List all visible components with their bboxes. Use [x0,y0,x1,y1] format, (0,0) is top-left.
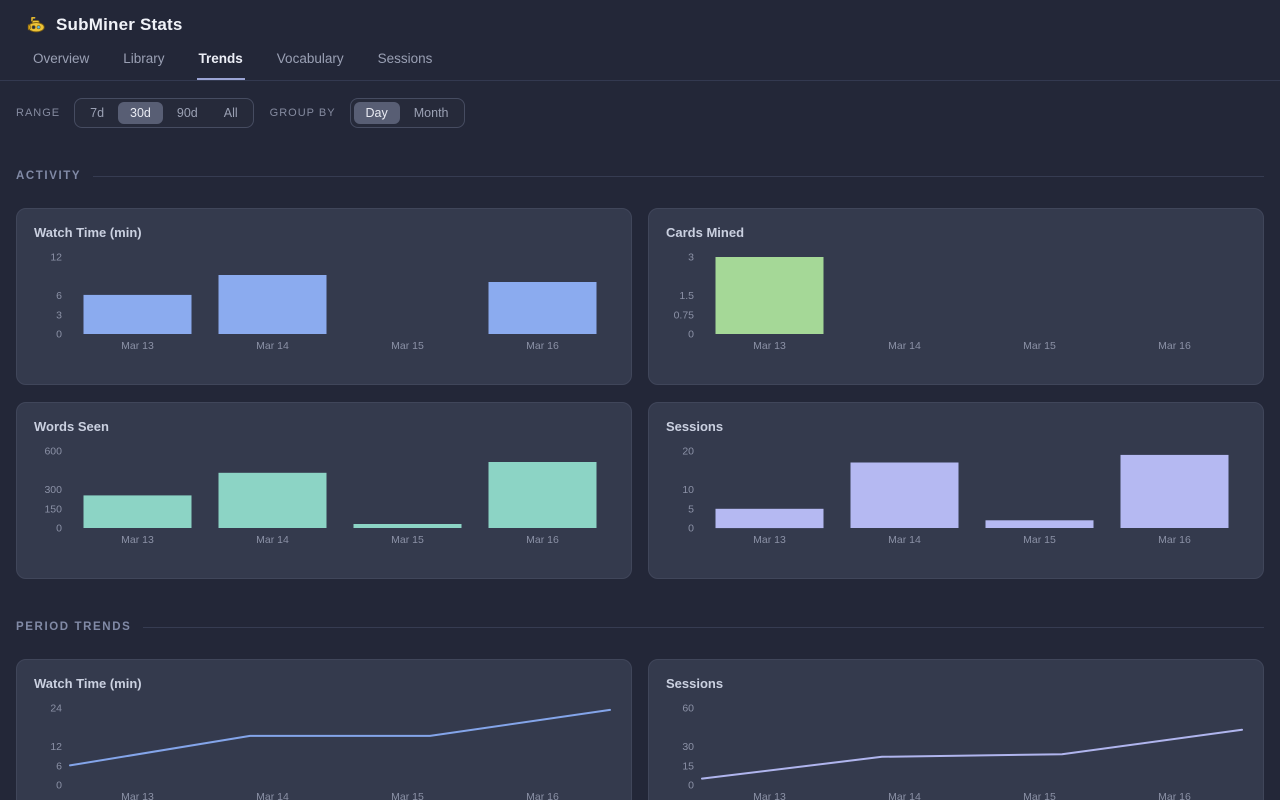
chart-title: Sessions [666,419,724,434]
filter-controls: Range 7d 30d 90d All Group by Day Month [0,81,1280,128]
range-option-90d[interactable]: 90d [165,102,210,124]
group-by-segmented-control: Day Month [349,98,465,128]
svg-text:Mar 15: Mar 15 [391,340,424,352]
svg-text:Mar 15: Mar 15 [1023,791,1056,800]
svg-text:Mar 14: Mar 14 [888,791,921,800]
period-trends-card-grid: Watch Time (min) 24 12 6 0 Mar 13 Mar 14 Mar 1… [0,659,1280,800]
svg-text:6: 6 [56,290,62,302]
tab-vocabulary[interactable]: Vocabulary [276,51,344,66]
chart-title: Cards Mined [666,225,745,240]
svg-text:Mar 13: Mar 13 [753,340,786,352]
svg-text:20: 20 [682,446,694,458]
chart-title: Watch Time (min) [34,676,142,691]
range-label: Range [16,107,61,119]
chart-title: Words Seen [34,419,109,434]
main-tabbar: Overview Library Trends Vocabulary Sessi… [0,37,1280,81]
svg-text:Mar 16: Mar 16 [526,534,559,546]
svg-text:10: 10 [682,484,694,496]
range-segmented-control: 7d 30d 90d All [74,98,254,128]
svg-text:600: 600 [44,446,62,458]
section-divider [143,626,1264,628]
svg-text:Mar 16: Mar 16 [1158,791,1191,800]
svg-text:3: 3 [688,252,694,264]
svg-text:6: 6 [56,760,62,772]
words-seen-bar-card: Words Seen 600 300 150 0 Mar 13 Mar 14 Mar 15 M… [16,402,632,579]
svg-text:0: 0 [56,329,62,341]
svg-text:Mar 16: Mar 16 [1158,534,1191,546]
svg-text:5: 5 [688,503,694,515]
svg-text:30: 30 [682,741,694,753]
svg-text:0: 0 [56,780,62,792]
watch-time-line-card: Watch Time (min) 24 12 6 0 Mar 13 Mar 14 Mar 1… [16,659,632,800]
svg-text:Mar 16: Mar 16 [526,340,559,352]
group-by-option-month[interactable]: Month [402,102,461,124]
cards-mined-bar-chart: 3 1.5 0.75 0 Mar 13 Mar 14 Mar 15 Mar 16 [666,249,1244,357]
svg-text:12: 12 [50,252,62,264]
group-by-label: Group by [269,107,336,119]
svg-text:Mar 15: Mar 15 [1023,534,1056,546]
svg-text:300: 300 [44,484,62,496]
svg-text:Mar 14: Mar 14 [888,340,921,352]
range-option-all[interactable]: All [212,102,250,124]
svg-text:24: 24 [50,703,62,715]
sessions-bar-chart: 20 10 5 0 Mar 13 Mar 14 Mar 15 Mar 16 [666,443,1244,551]
svg-text:Mar 16: Mar 16 [1158,340,1191,352]
watch-time-line-chart: 24 12 6 0 Mar 13 Mar 14 Mar 15 Mar 16 [34,700,612,800]
svg-text:Mar 13: Mar 13 [753,534,786,546]
tab-sessions[interactable]: Sessions [377,51,433,66]
chart-title: Sessions [666,676,724,691]
svg-text:Mar 14: Mar 14 [256,340,289,352]
svg-text:Mar 16: Mar 16 [526,791,559,800]
sessions-bar-card: Sessions 20 10 5 0 Mar 13 Mar 14 Mar 15 Mar 16 [648,402,1264,579]
svg-text:Mar 13: Mar 13 [121,791,154,800]
submarine-logo-icon [26,15,46,35]
sessions-line-chart: 60 30 15 0 Mar 13 Mar 14 Mar 15 Mar 16 [666,700,1244,800]
cards-mined-bar-card: Cards Mined 3 1.5 0.75 0 Mar 13 Mar 14 Mar 15 M… [648,208,1264,385]
svg-text:60: 60 [682,703,694,715]
sessions-line-card: Sessions 60 30 15 0 Mar 13 Mar 14 Mar 15 Mar 16 [648,659,1264,800]
svg-text:15: 15 [682,760,694,772]
tab-trends[interactable]: Trends [196,51,245,80]
section-title: Activity [16,170,82,182]
group-by-option-day[interactable]: Day [353,102,400,124]
svg-text:3: 3 [56,309,62,321]
svg-text:Mar 15: Mar 15 [391,534,424,546]
svg-text:Mar 15: Mar 15 [391,791,424,800]
svg-text:150: 150 [44,503,62,515]
section-title: Period Trends [16,621,132,633]
svg-text:0.75: 0.75 [674,309,695,321]
words-seen-bar-chart: 600 300 150 0 Mar 13 Mar 14 Mar 15 Mar 16 [34,443,612,551]
svg-text:1.5: 1.5 [679,290,694,302]
svg-text:Mar 14: Mar 14 [888,534,921,546]
page-title: SubMiner Stats [56,15,183,34]
section-divider [93,175,1264,177]
app-header: SubMiner Stats [0,0,1280,37]
svg-text:Mar 15: Mar 15 [1023,340,1056,352]
section-header-period-trends: Period Trends [16,620,1264,634]
svg-text:Mar 14: Mar 14 [256,534,289,546]
range-option-30d[interactable]: 30d [118,102,163,124]
section-header-activity: Activity [16,169,1264,183]
activity-card-grid: Watch Time (min) 12 6 3 0 Mar 13 Mar 14 Mar 15… [0,208,1280,579]
svg-text:0: 0 [688,329,694,341]
tab-library[interactable]: Library [123,51,165,66]
svg-text:0: 0 [688,780,694,792]
svg-text:0: 0 [56,523,62,535]
tab-overview[interactable]: Overview [33,51,90,66]
range-option-7d[interactable]: 7d [78,102,116,124]
svg-text:12: 12 [50,741,62,753]
svg-text:0: 0 [688,523,694,535]
svg-text:Mar 14: Mar 14 [256,791,289,800]
svg-text:Mar 13: Mar 13 [753,791,786,800]
watch-time-bar-card: Watch Time (min) 12 6 3 0 Mar 13 Mar 14 Mar 15… [16,208,632,385]
chart-title: Watch Time (min) [34,225,142,240]
svg-text:Mar 13: Mar 13 [121,534,154,546]
watch-time-bar-chart: 12 6 3 0 Mar 13 Mar 14 Mar 15 Mar 16 [34,249,612,357]
svg-text:Mar 13: Mar 13 [121,340,154,352]
